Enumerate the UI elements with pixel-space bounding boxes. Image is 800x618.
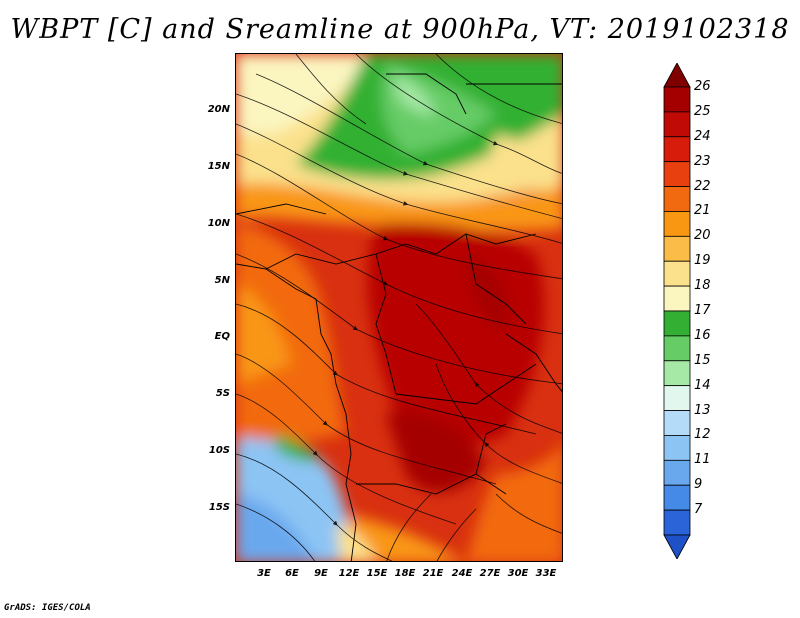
lat-label-10n: 10N (207, 218, 230, 229)
colorbar-swatch (663, 136, 691, 163)
colorbar-label: 11 (694, 452, 711, 468)
colorbar-swatch (663, 186, 691, 212)
lon-label-30e: 30E (507, 568, 529, 579)
colorbar-swatch (663, 484, 691, 511)
colorbar-label: 18 (694, 278, 711, 294)
colorbar-swatch (663, 285, 691, 312)
colorbar-swatch (663, 86, 691, 113)
colorbar-extend-top (663, 63, 691, 88)
colorbar-label: 13 (694, 402, 711, 418)
colorbar-swatch (663, 459, 691, 486)
colorbar-swatch (663, 260, 691, 287)
colorbar-swatch (663, 410, 691, 436)
lon-label-9e: 9E (314, 568, 328, 579)
lon-label-18e: 18E (394, 568, 416, 579)
lon-label-27e: 27E (479, 568, 501, 579)
colorbar-swatch (663, 360, 691, 387)
colorbar-label: 19 (694, 253, 711, 269)
colorbar-label: 22 (694, 178, 711, 194)
lon-label-24e: 24E (451, 568, 473, 579)
colorbar-label: 21 (694, 203, 711, 219)
lon-label-15e: 15E (366, 568, 388, 579)
colorbar-label: 25 (694, 103, 711, 119)
colorbar-swatch (663, 211, 691, 237)
colorbar-label: 17 (694, 303, 711, 318)
lat-label-15s: 15S (208, 502, 230, 513)
map-field (236, 54, 562, 561)
lon-label-33e: 33E (535, 568, 557, 579)
colorbar-swatch (663, 435, 691, 461)
lat-label-20n: 20N (207, 104, 230, 115)
colorbar-label: 20 (694, 228, 711, 244)
colorbar-swatch (663, 235, 691, 262)
lon-label-3e: 3E (257, 568, 271, 579)
colorbar-swatch (663, 509, 691, 536)
colorbar-label: 12 (694, 427, 711, 443)
colorbar-label: 23 (694, 153, 711, 169)
colorbar-label: 15 (694, 352, 711, 368)
colorbar-swatch (663, 161, 691, 187)
colorbar-label: 9 (694, 477, 703, 493)
colorbar-swatch (663, 310, 691, 337)
grads-credit: GrADS: IGES/COLA (4, 603, 91, 613)
colorbar-label: 16 (694, 327, 711, 343)
colorbar-swatch (663, 111, 691, 138)
lon-label-6e: 6E (285, 568, 299, 579)
colorbar (663, 63, 691, 559)
lat-label-eq: EQ (214, 331, 230, 342)
colorbar-swatch (663, 335, 691, 362)
chart-title: WBPT [C] and Sreamline at 900hPa, VT: 20… (10, 14, 790, 45)
lat-label-5n: 5N (214, 275, 230, 286)
map-panel (235, 53, 563, 562)
colorbar-swatch (663, 385, 691, 411)
colorbar-label: 26 (694, 79, 711, 94)
lat-label-15n: 15N (207, 161, 230, 172)
colorbar-label: 7 (694, 502, 703, 518)
lon-label-12e: 12E (338, 568, 360, 579)
colorbar-label: 24 (694, 128, 711, 144)
colorbar-extend-bottom (663, 534, 691, 559)
lat-label-10s: 10S (208, 445, 230, 456)
colorbar-label: 14 (694, 377, 711, 393)
lon-label-21e: 21E (422, 568, 444, 579)
lat-label-5s: 5S (215, 388, 230, 399)
